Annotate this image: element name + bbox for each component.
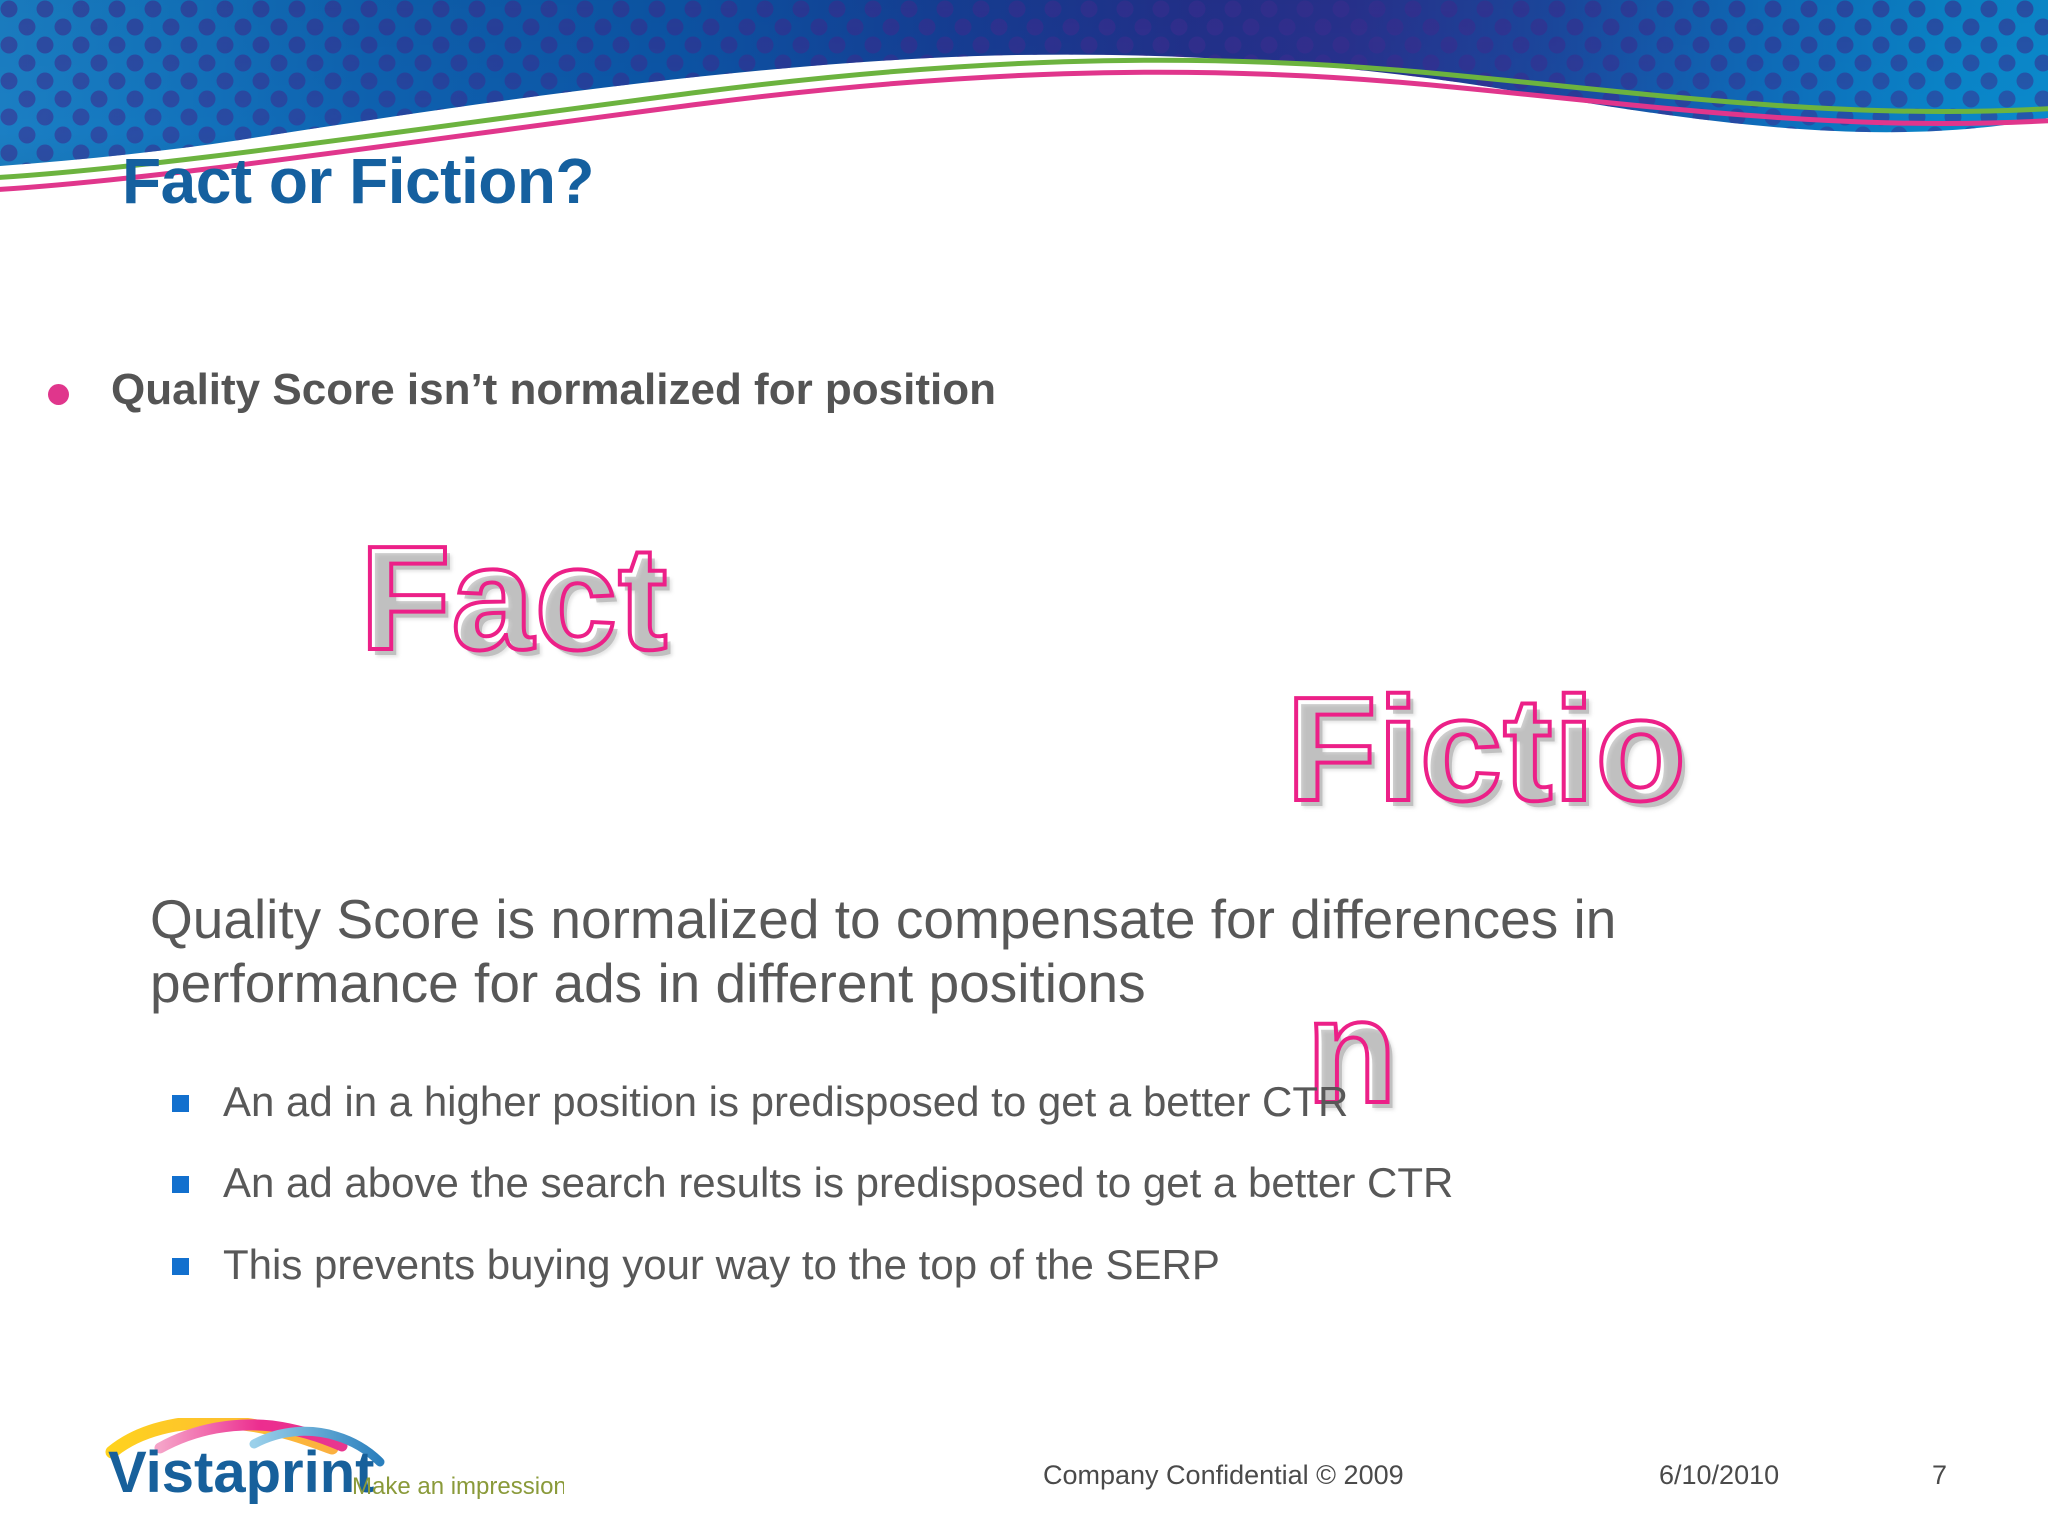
list-item: An ad in a higher position is predispose… — [172, 1078, 1922, 1126]
square-bullet-icon — [172, 1257, 189, 1275]
body-paragraph: Quality Score is normalized to compensat… — [150, 888, 1617, 1014]
footer-page-number: 7 — [1932, 1460, 1948, 1490]
main-bullet-label: Quality Score isn’t normalized for posit… — [111, 365, 997, 414]
footer-confidential-text: Company Confidential © 2009 — [1043, 1460, 1404, 1490]
logo-wordmark: Vistaprint — [108, 1440, 374, 1505]
wordart-fact: Fact — [358, 516, 669, 681]
wordart-fiction-line2: n — [1304, 968, 1398, 1134]
wordart-fiction: Fictio n — [1202, 524, 1688, 1279]
wordart-fiction-line1: Fictio — [1284, 666, 1688, 832]
main-bullet-row: Quality Score isn’t normalized for posit… — [48, 365, 996, 416]
square-bullet-icon — [172, 1176, 189, 1194]
header-banner — [0, 0, 2048, 220]
list-item: This prevents buying your way to the top… — [172, 1241, 1922, 1289]
list-item: An ad above the search results is predis… — [172, 1159, 1922, 1207]
square-bullet-icon — [172, 1095, 189, 1112]
vistaprint-logo: Vistaprint Make an impression. — [104, 1418, 564, 1518]
sub-bullet-list: An ad in a higher position is predispose… — [172, 1078, 1922, 1322]
round-bullet-icon — [48, 384, 69, 405]
footer-date: 6/10/2010 — [1659, 1460, 1780, 1490]
list-item-label: This prevents buying your way to the top… — [223, 1240, 1220, 1288]
logo-tagline: Make an impression. — [352, 1473, 564, 1500]
page-title: Fact or Fiction? — [122, 145, 595, 217]
list-item-label: An ad above the search results is predis… — [223, 1159, 1454, 1207]
list-item-label: An ad in a higher position is predispose… — [223, 1078, 1349, 1125]
